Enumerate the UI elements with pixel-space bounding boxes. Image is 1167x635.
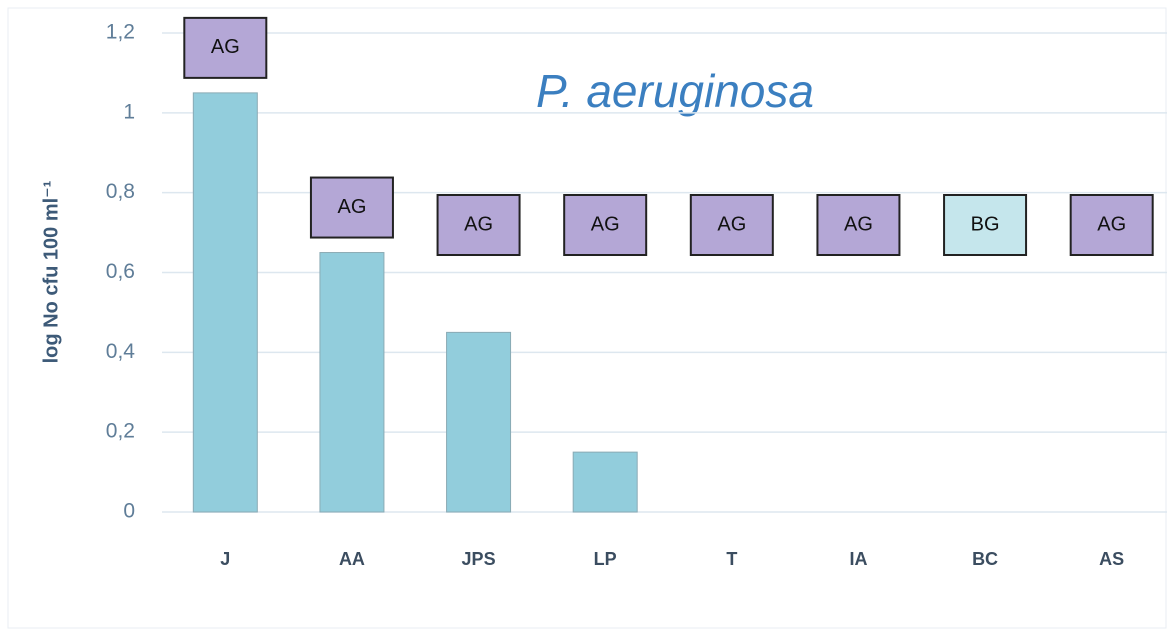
annotation: AG [337, 196, 366, 218]
y-tick-label: 0 [123, 500, 135, 523]
x-tick-label: LP [594, 549, 617, 569]
annotation-box [183, 16, 268, 79]
annotation: AG [717, 213, 746, 235]
x-tick-label: JPS [462, 549, 496, 569]
x-tick-label: J [220, 549, 230, 569]
y-tick-label: 0,8 [106, 180, 135, 203]
annotation-box [309, 176, 394, 239]
x-tick-label: IA [849, 549, 867, 569]
y-axis-label: log No cfu 100 ml⁻¹ [40, 180, 62, 363]
annotation: AG [591, 213, 620, 235]
chart-border [7, 7, 1167, 629]
annotation: AG [464, 213, 493, 235]
annotation: AG [1097, 213, 1126, 235]
y-tick-label: 1 [123, 100, 135, 123]
annotation-box [1069, 194, 1154, 256]
annotation-box [436, 194, 521, 256]
x-tick-label: T [726, 549, 737, 569]
annotation-box [689, 194, 774, 256]
y-tick-label: 0,2 [106, 420, 135, 443]
y-tick-label: 0,4 [106, 340, 136, 363]
bar [319, 252, 385, 513]
x-tick-label: AA [339, 549, 365, 569]
x-tick-label: AS [1099, 549, 1124, 569]
x-tick-label: BC [972, 549, 998, 569]
annotation-box [943, 194, 1028, 256]
annotation: AG [844, 213, 873, 235]
bar [446, 331, 512, 513]
annotation: AG [211, 36, 240, 58]
y-tick-label: 1,2 [106, 21, 135, 44]
chart-title: P. aeruginosa [536, 65, 814, 117]
annotation-box [563, 194, 648, 256]
bar [572, 451, 638, 513]
bar [192, 92, 258, 513]
annotation: BG [971, 213, 1000, 235]
annotation-box [816, 194, 901, 256]
y-tick-label: 0,6 [106, 260, 135, 283]
